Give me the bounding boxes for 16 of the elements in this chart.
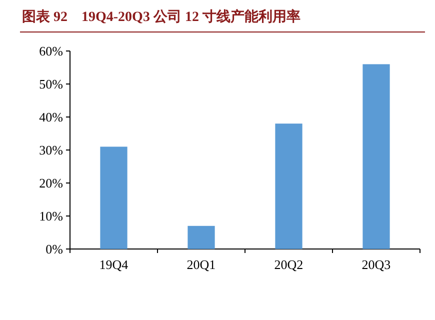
x-tick-label: 19Q4 bbox=[99, 257, 129, 272]
bar bbox=[100, 146, 128, 249]
y-tick-label: 40% bbox=[39, 110, 64, 124]
y-tick-label: 50% bbox=[39, 76, 64, 92]
y-tick-label: 0% bbox=[46, 242, 64, 256]
y-tick-label: 30% bbox=[39, 142, 64, 158]
x-tick-label: 20Q3 bbox=[362, 257, 391, 272]
x-tick-label: 20Q1 bbox=[186, 257, 216, 272]
chart-title: 图表 92 19Q4-20Q3 公司 12 寸线产能利用率 bbox=[22, 8, 300, 25]
y-tick-label: 60% bbox=[39, 44, 64, 58]
y-tick-label: 20% bbox=[39, 176, 64, 190]
bar bbox=[275, 124, 302, 249]
bar bbox=[188, 226, 215, 249]
bar bbox=[362, 64, 390, 249]
x-tick-label: 20Q2 bbox=[274, 257, 304, 272]
y-tick-label: 10% bbox=[39, 208, 64, 224]
